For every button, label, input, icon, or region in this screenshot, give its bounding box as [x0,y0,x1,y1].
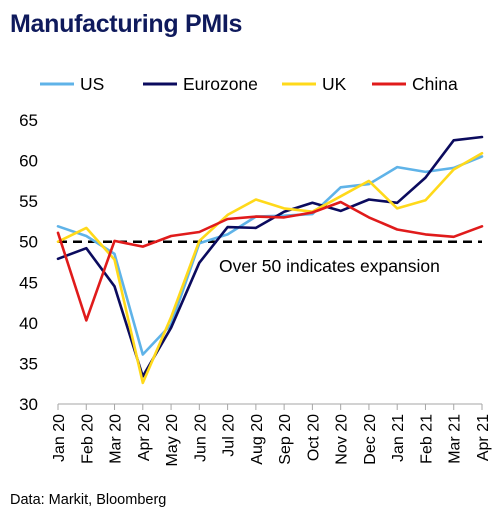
x-tick-label: Mar 20 [108,414,125,464]
x-tick-label: Jun 20 [192,414,209,462]
series-line-china [56,200,484,322]
x-tick-label: Sep 20 [277,414,294,465]
y-tick-label: 60 [19,152,38,171]
y-tick-label: 45 [19,273,38,292]
x-tick-label: Jan 20 [51,414,68,462]
series-line-eurozone [56,135,484,378]
y-tick-label: 35 [19,354,38,373]
legend-label-us: US [80,74,104,94]
x-tick-label: Mar 21 [447,414,464,464]
x-tick-label: Dec 20 [362,414,379,465]
series-line-uk [56,152,484,385]
y-tick-label: 40 [19,314,38,333]
legend-label-eurozone: Eurozone [183,74,258,94]
x-tick-label: Feb 21 [418,414,435,464]
annotation-text: Over 50 indicates expansion [219,256,440,276]
x-tick-label: Nov 20 [334,414,351,465]
x-tick-label: Apr 21 [475,414,492,461]
source-note: Data: Markit, Bloomberg [10,492,167,508]
legend: US Eurozone UK China [40,74,458,94]
y-tick-label: 65 [19,111,38,130]
x-tick-label: May 20 [164,414,181,467]
x-tick-label: Feb 20 [79,414,96,464]
x-tick-label: Apr 20 [136,414,153,461]
y-tick-label: 50 [19,233,38,252]
x-tick-label: Jan 21 [390,414,407,462]
x-tick-label: Jul 20 [221,414,238,457]
x-axis: Jan 20 Feb 20 Mar 20 Apr 20 May 20 Jun 20 Jul … [51,403,492,467]
y-axis: 30 35 40 45 50 55 60 65 [19,111,38,414]
chart-title: Manufacturing PMIs [10,10,243,38]
x-tick-label: Aug 20 [249,414,266,465]
legend-label-uk: UK [322,74,347,94]
y-tick-label: 55 [19,192,38,211]
x-tick-label: Oct 20 [305,414,322,461]
series-group [56,135,484,385]
y-tick-label: 30 [19,395,38,414]
legend-label-china: China [412,74,458,94]
